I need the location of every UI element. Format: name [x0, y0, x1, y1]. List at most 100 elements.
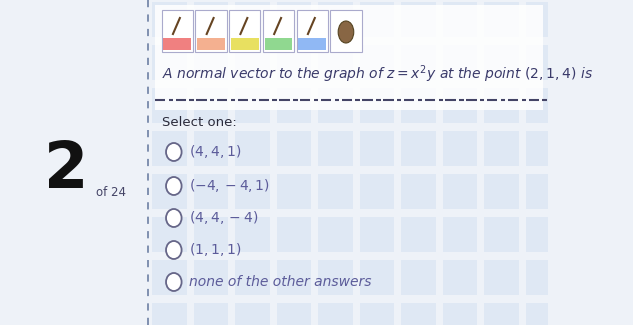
- FancyBboxPatch shape: [443, 217, 477, 252]
- Circle shape: [166, 209, 182, 227]
- FancyBboxPatch shape: [194, 45, 229, 80]
- FancyBboxPatch shape: [484, 260, 519, 295]
- FancyBboxPatch shape: [484, 88, 519, 123]
- FancyBboxPatch shape: [360, 2, 394, 37]
- FancyBboxPatch shape: [318, 217, 353, 252]
- FancyBboxPatch shape: [194, 217, 229, 252]
- FancyBboxPatch shape: [330, 10, 361, 52]
- FancyBboxPatch shape: [194, 2, 229, 37]
- Text: A normal vector to the graph of $z = x^2y$ at the point $(2, 1, 4)$ is: A normal vector to the graph of $z = x^2…: [161, 63, 593, 85]
- FancyBboxPatch shape: [401, 88, 436, 123]
- FancyBboxPatch shape: [235, 45, 270, 80]
- Text: $(-4, -4, 1)$: $(-4, -4, 1)$: [189, 177, 270, 194]
- FancyBboxPatch shape: [484, 131, 519, 166]
- FancyBboxPatch shape: [318, 88, 353, 123]
- FancyBboxPatch shape: [194, 260, 229, 295]
- FancyBboxPatch shape: [360, 260, 394, 295]
- FancyBboxPatch shape: [484, 303, 519, 325]
- Circle shape: [166, 143, 182, 161]
- FancyBboxPatch shape: [526, 303, 560, 325]
- FancyBboxPatch shape: [277, 217, 311, 252]
- Circle shape: [166, 177, 182, 195]
- FancyBboxPatch shape: [526, 45, 560, 80]
- FancyBboxPatch shape: [152, 131, 187, 166]
- FancyBboxPatch shape: [401, 174, 436, 209]
- FancyBboxPatch shape: [443, 45, 477, 80]
- FancyBboxPatch shape: [401, 303, 436, 325]
- FancyBboxPatch shape: [443, 174, 477, 209]
- FancyBboxPatch shape: [235, 2, 270, 37]
- FancyBboxPatch shape: [443, 303, 477, 325]
- FancyBboxPatch shape: [484, 2, 519, 37]
- FancyBboxPatch shape: [443, 88, 477, 123]
- FancyBboxPatch shape: [235, 217, 270, 252]
- FancyBboxPatch shape: [277, 45, 311, 80]
- FancyBboxPatch shape: [526, 131, 560, 166]
- FancyBboxPatch shape: [197, 38, 225, 50]
- FancyBboxPatch shape: [318, 131, 353, 166]
- FancyBboxPatch shape: [443, 131, 477, 166]
- FancyBboxPatch shape: [360, 131, 394, 166]
- FancyBboxPatch shape: [152, 303, 187, 325]
- FancyBboxPatch shape: [235, 303, 270, 325]
- Text: of 24: of 24: [96, 186, 126, 199]
- Circle shape: [166, 241, 182, 259]
- FancyBboxPatch shape: [526, 88, 560, 123]
- FancyBboxPatch shape: [360, 217, 394, 252]
- Text: $(4, 4, 1)$: $(4, 4, 1)$: [189, 144, 241, 161]
- FancyBboxPatch shape: [152, 45, 187, 80]
- FancyBboxPatch shape: [318, 45, 353, 80]
- FancyBboxPatch shape: [318, 174, 353, 209]
- FancyBboxPatch shape: [235, 174, 270, 209]
- FancyBboxPatch shape: [194, 88, 229, 123]
- FancyBboxPatch shape: [401, 45, 436, 80]
- FancyBboxPatch shape: [152, 174, 187, 209]
- FancyBboxPatch shape: [401, 131, 436, 166]
- FancyBboxPatch shape: [155, 5, 543, 110]
- FancyBboxPatch shape: [277, 260, 311, 295]
- FancyBboxPatch shape: [277, 131, 311, 166]
- FancyBboxPatch shape: [484, 174, 519, 209]
- Circle shape: [166, 273, 182, 291]
- Text: $(1, 1, 1)$: $(1, 1, 1)$: [189, 241, 241, 258]
- FancyBboxPatch shape: [163, 38, 191, 50]
- FancyBboxPatch shape: [526, 260, 560, 295]
- FancyBboxPatch shape: [318, 303, 353, 325]
- FancyBboxPatch shape: [360, 174, 394, 209]
- FancyBboxPatch shape: [443, 260, 477, 295]
- FancyBboxPatch shape: [297, 10, 328, 52]
- FancyBboxPatch shape: [152, 88, 187, 123]
- FancyBboxPatch shape: [235, 88, 270, 123]
- FancyBboxPatch shape: [318, 2, 353, 37]
- FancyBboxPatch shape: [231, 38, 259, 50]
- FancyBboxPatch shape: [401, 260, 436, 295]
- FancyBboxPatch shape: [152, 2, 187, 37]
- Text: none of the other answers: none of the other answers: [189, 275, 371, 289]
- FancyBboxPatch shape: [152, 217, 187, 252]
- FancyBboxPatch shape: [194, 131, 229, 166]
- FancyBboxPatch shape: [235, 131, 270, 166]
- FancyBboxPatch shape: [298, 38, 326, 50]
- FancyBboxPatch shape: [194, 303, 229, 325]
- FancyBboxPatch shape: [265, 38, 292, 50]
- FancyBboxPatch shape: [360, 303, 394, 325]
- FancyBboxPatch shape: [277, 174, 311, 209]
- Ellipse shape: [338, 21, 354, 43]
- FancyBboxPatch shape: [526, 217, 560, 252]
- FancyBboxPatch shape: [235, 260, 270, 295]
- FancyBboxPatch shape: [401, 2, 436, 37]
- FancyBboxPatch shape: [318, 260, 353, 295]
- Text: Select one:: Select one:: [161, 115, 237, 128]
- FancyBboxPatch shape: [229, 10, 260, 52]
- FancyBboxPatch shape: [277, 303, 311, 325]
- FancyBboxPatch shape: [196, 10, 227, 52]
- FancyBboxPatch shape: [194, 174, 229, 209]
- FancyBboxPatch shape: [152, 260, 187, 295]
- FancyBboxPatch shape: [277, 88, 311, 123]
- FancyBboxPatch shape: [360, 45, 394, 80]
- FancyBboxPatch shape: [401, 217, 436, 252]
- FancyBboxPatch shape: [443, 2, 477, 37]
- FancyBboxPatch shape: [161, 10, 193, 52]
- FancyBboxPatch shape: [484, 217, 519, 252]
- Text: $(4, 4, -4)$: $(4, 4, -4)$: [189, 210, 258, 227]
